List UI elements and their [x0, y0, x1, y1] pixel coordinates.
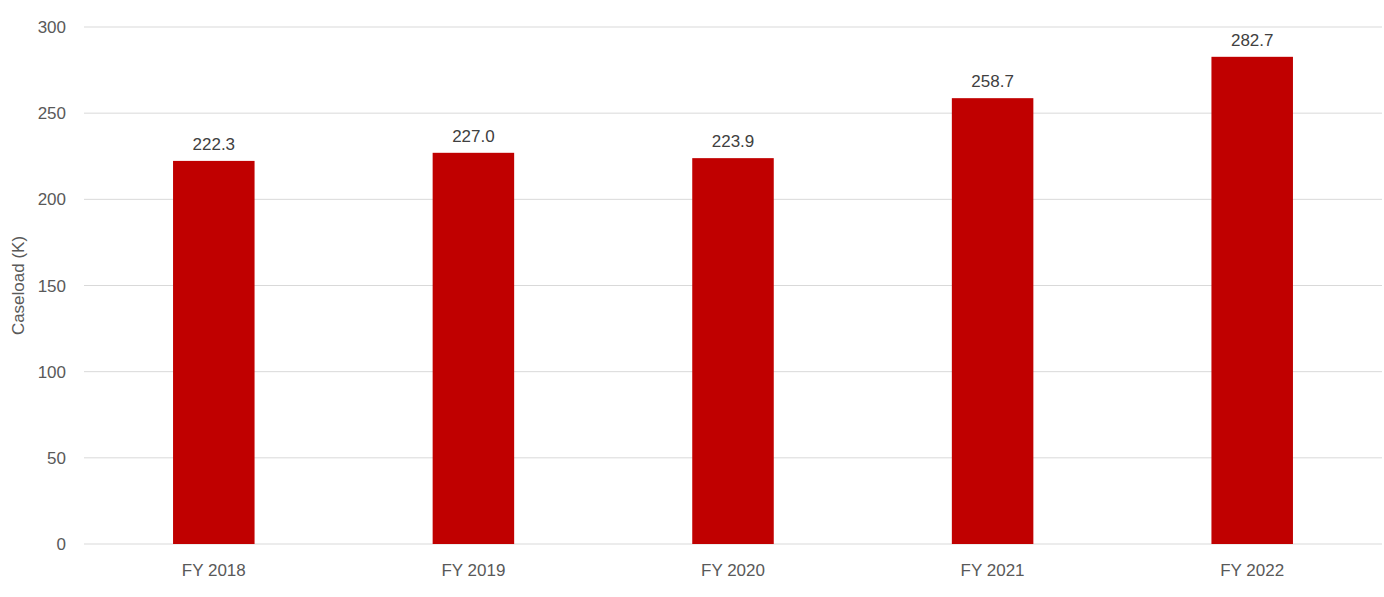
chart-svg: 0 50 100 150 200 250 300 Caseload (K) 222.3 FY 20… [0, 0, 1384, 597]
data-label: 282.7 [1231, 31, 1274, 50]
data-label: 258.7 [971, 72, 1014, 91]
y-axis-label: Caseload (K) [9, 236, 28, 335]
y-tick-label: 50 [47, 449, 66, 468]
bars [173, 57, 1293, 544]
y-tick-label: 200 [38, 190, 66, 209]
y-tick-label: 0 [57, 535, 66, 554]
x-tick-label: FY 2022 [1220, 561, 1284, 580]
x-tick-label: FY 2018 [182, 561, 246, 580]
y-tick-label: 300 [38, 18, 66, 37]
bar [433, 153, 515, 544]
x-tick-label: FY 2019 [441, 561, 505, 580]
y-tick-label: 150 [38, 277, 66, 296]
bar [1211, 57, 1293, 544]
x-tick-label: FY 2021 [961, 561, 1025, 580]
bar [173, 161, 255, 544]
data-label: 222.3 [193, 135, 236, 154]
bar [692, 158, 774, 544]
x-tick-label: FY 2020 [701, 561, 765, 580]
y-tick-label: 100 [38, 363, 66, 382]
chart-container: 0 50 100 150 200 250 300 Caseload (K) 222.3 FY 20… [0, 0, 1384, 597]
data-label: 223.9 [712, 132, 755, 151]
grid-line [84, 27, 1382, 28]
data-label: 227.0 [452, 127, 495, 146]
grid-line [84, 113, 1382, 114]
bar [952, 98, 1034, 544]
y-tick-label: 250 [38, 104, 66, 123]
